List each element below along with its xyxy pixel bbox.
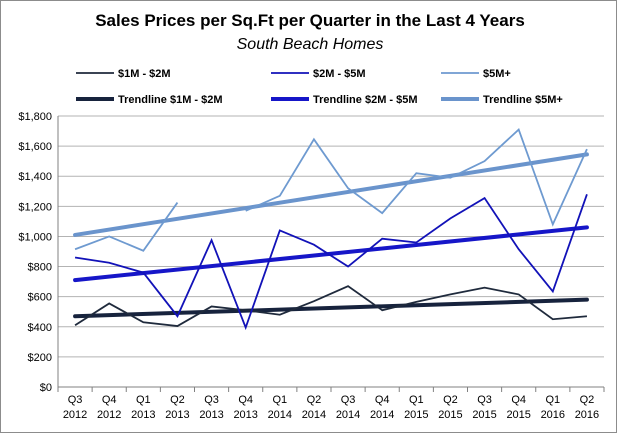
y-tick-label: $200 [28,352,52,364]
x-tick-label-quarter: Q2 [580,394,595,406]
x-tick-label-year: 2014 [268,409,292,421]
x-tick-label-quarter: Q4 [238,394,253,406]
x-tick-label-quarter: Q3 [477,394,492,406]
x-tick-label-year: 2015 [404,409,428,421]
x-tick-label-quarter: Q1 [272,394,287,406]
legend-entry: $2M - $5M [313,68,366,80]
series-line-2 [74,202,179,252]
x-tick-label-year: 2014 [336,409,360,421]
series-line-0 [74,285,588,327]
x-tick-label-quarter: Q1 [545,394,560,406]
x-tick-label-year: 2012 [97,409,121,421]
legend: $1M - $2M $2M - $5M $5M+ Trendline $1M - $2… [76,68,563,106]
x-tick-label-quarter: Q4 [375,394,390,406]
series-line-2 [245,127,588,227]
legend-entry: $1M - $2M [118,68,171,80]
y-tick-label: $600 [28,292,52,304]
y-tick-label: $1,000 [18,231,52,243]
series-lines [74,127,588,331]
x-tick-label-quarter: Q3 [68,394,83,406]
y-tick-label: $1,600 [18,141,52,153]
x-tick-label-quarter: Q2 [307,394,322,406]
x-tick-label-quarter: Q3 [341,394,356,406]
y-tick-label: $1,200 [18,201,52,213]
y-tick-label: $400 [28,322,52,334]
x-tick-label-quarter: Q1 [409,394,424,406]
y-axis: $0 $200 $400 $600 $800 $1,000 $1,200 $1,400 $1,6… [18,111,59,394]
x-tick-label-year: 2013 [131,409,155,421]
legend-entry: Trendline $5M+ [483,94,563,106]
x-tick-label-year: 2013 [199,409,223,421]
x-axis: Q3 2012 Q4 2012 Q1 2013 Q2 2013 Q3 2013 Q4 2013 Q1 20… [57,387,605,421]
gridlines [58,115,604,388]
trendline-0 [73,297,589,319]
legend-entry: Trendline $1M - $2M [118,94,223,106]
y-tick-label: $800 [28,262,52,274]
legend-entry: Trendline $2M - $5M [313,94,418,106]
x-tick-label-quarter: Q1 [136,394,151,406]
x-tick-label-year: 2016 [541,409,565,421]
series-line-1 [74,193,588,331]
trendline-2 [73,152,589,237]
x-tick-label-quarter: Q2 [170,394,185,406]
x-tick-label-year: 2015 [438,409,462,421]
x-tick-label-year: 2013 [233,409,257,421]
x-tick-label-quarter: Q4 [511,394,526,406]
x-tick-label-quarter: Q3 [204,394,219,406]
x-tick-label-year: 2012 [63,409,87,421]
x-tick-label-year: 2015 [506,409,530,421]
x-tick-label-year: 2014 [302,409,326,421]
legend-entry: $5M+ [483,68,511,80]
x-tick-label-year: 2016 [575,409,599,421]
x-tick-label-year: 2013 [165,409,189,421]
y-tick-label: $0 [40,382,52,394]
x-tick-label-quarter: Q4 [102,394,117,406]
trendline-1 [73,225,589,283]
trendlines [73,152,589,319]
x-tick-label-quarter: Q2 [443,394,458,406]
x-tick-label-year: 2015 [472,409,496,421]
chart-subtitle: South Beach Homes [237,36,384,53]
x-tick-label-year: 2014 [370,409,394,421]
y-tick-label: $1,400 [18,171,52,183]
y-tick-label: $1,800 [18,111,52,123]
chart-title: Sales Prices per Sq.Ft per Quarter in th… [95,11,525,30]
